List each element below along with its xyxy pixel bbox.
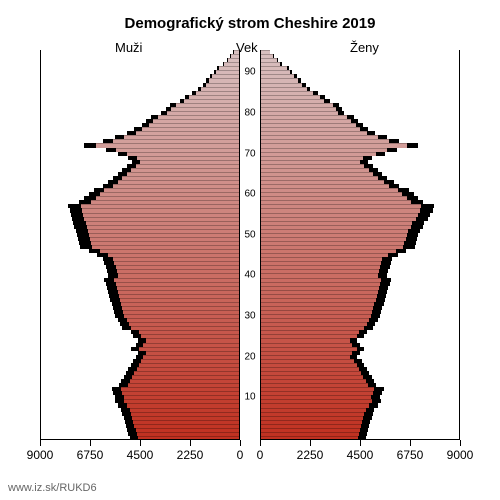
x-tick-label: 4500 xyxy=(127,448,154,462)
x-tick-label: 0 xyxy=(237,448,244,462)
y-tick-label: 10 xyxy=(242,392,258,403)
x-tick-label: 0 xyxy=(257,448,264,462)
source-url: www.iz.sk/RUKD6 xyxy=(8,482,97,494)
x-tick-label: 2250 xyxy=(177,448,204,462)
axis-left xyxy=(40,50,240,440)
pyramid-plot: 102030405060708090 90006750450022500 022… xyxy=(40,50,460,440)
x-tick xyxy=(90,440,91,446)
x-tick-label: 4500 xyxy=(347,448,374,462)
axis-right xyxy=(260,50,460,440)
y-tick-label: 60 xyxy=(242,189,258,200)
y-tick-label: 40 xyxy=(242,270,258,281)
x-tick xyxy=(40,440,41,446)
y-tick-label: 90 xyxy=(242,67,258,78)
y-tick-label: 70 xyxy=(242,148,258,159)
x-tick xyxy=(460,440,461,446)
y-tick-label: 80 xyxy=(242,107,258,118)
x-tick xyxy=(410,440,411,446)
x-tick xyxy=(260,440,261,446)
y-tick-label: 30 xyxy=(242,311,258,322)
chart-title: Demografický strom Cheshire 2019 xyxy=(0,15,500,32)
x-tick-label: 9000 xyxy=(27,448,54,462)
x-tick xyxy=(310,440,311,446)
x-tick-label: 6750 xyxy=(397,448,424,462)
y-tick-label: 50 xyxy=(242,229,258,240)
x-tick-label: 6750 xyxy=(77,448,104,462)
x-tick-label: 9000 xyxy=(447,448,474,462)
x-tick xyxy=(190,440,191,446)
y-tick-label: 20 xyxy=(242,351,258,362)
x-tick-label: 2250 xyxy=(297,448,324,462)
x-tick xyxy=(140,440,141,446)
x-tick xyxy=(360,440,361,446)
x-tick xyxy=(240,440,241,446)
